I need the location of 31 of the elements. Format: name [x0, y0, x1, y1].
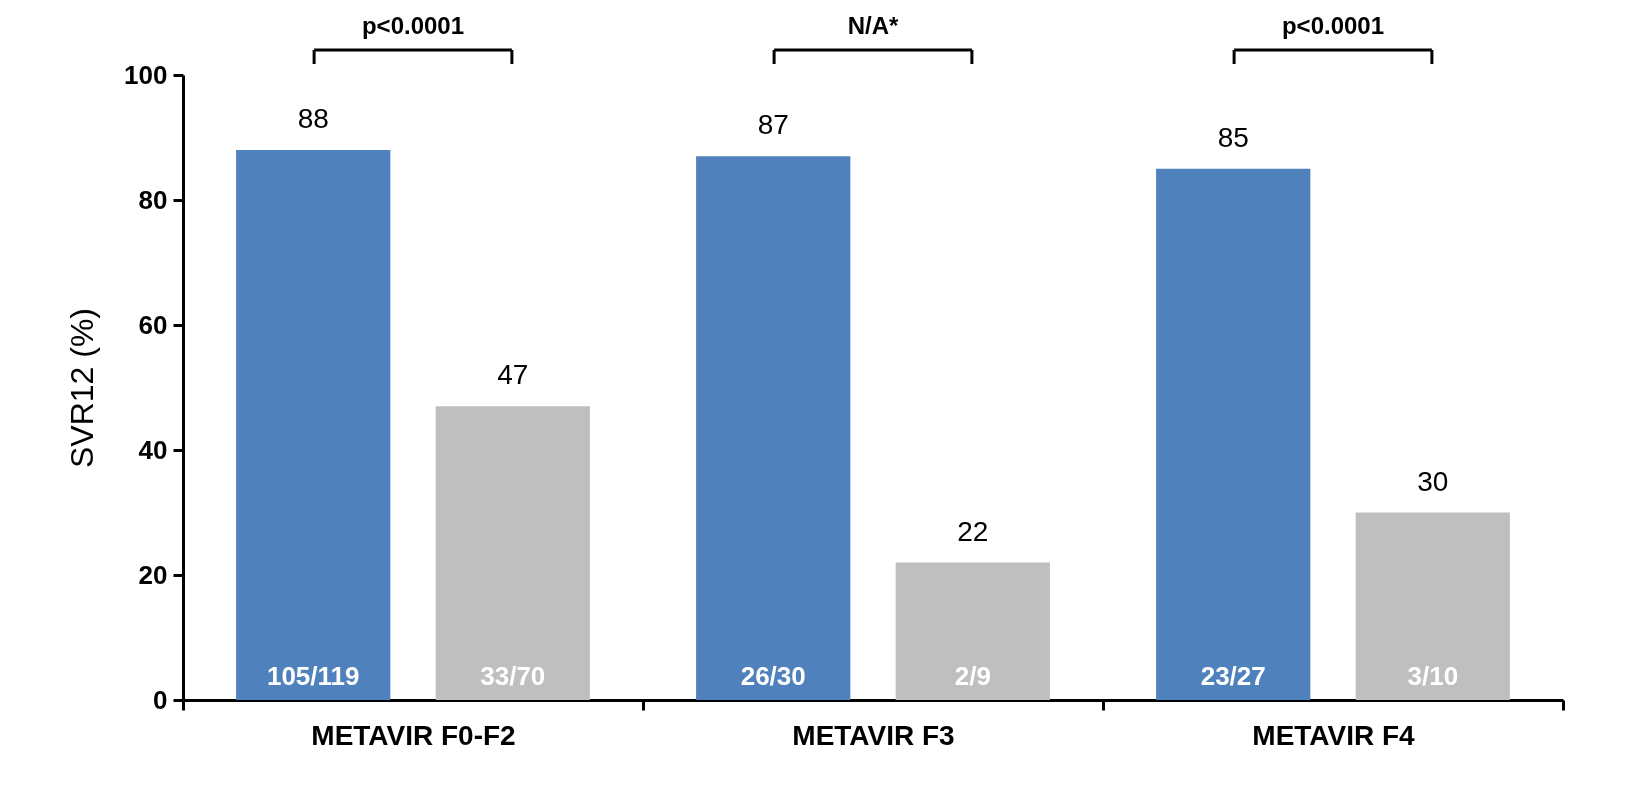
data-label: 30 [1417, 465, 1449, 497]
annotation: 23/27 [1200, 661, 1266, 691]
x-tick-label: METAVIR F0-F2 [311, 719, 516, 751]
x-tick-label: METAVIR F4 [1252, 719, 1416, 751]
bar [696, 156, 851, 700]
y-tick-label: 0 [153, 684, 168, 715]
data-label: 88 [297, 103, 329, 134]
annotation: 26/30 [740, 661, 806, 691]
bar [1156, 168, 1311, 700]
annotation: 105/119 [266, 661, 360, 691]
text: N/A* [847, 12, 899, 39]
y-tick-label: 40 [138, 434, 168, 465]
annotation: 2/9 [954, 661, 991, 691]
y-tick-label: 20 [138, 559, 168, 590]
data-label: 85 [1217, 121, 1249, 153]
data-label: 87 [757, 109, 789, 141]
y-tick-label: 100 [124, 59, 168, 90]
annotation: 3/10 [1407, 661, 1459, 691]
y-tick-label: 60 [138, 309, 168, 340]
y-axis-title: SVR12 (%) [64, 307, 101, 469]
data-label: 22 [957, 515, 989, 547]
bar [895, 562, 1050, 700]
text: p<0.0001 [1281, 12, 1385, 39]
bar [236, 150, 391, 700]
y-tick-label: 80 [138, 184, 168, 215]
annotation: 33/70 [480, 661, 546, 691]
text: p<0.0001 [361, 12, 465, 39]
x-tick-label: METAVIR F3 [792, 719, 955, 751]
data-label: 47 [497, 359, 529, 391]
bar [1355, 512, 1510, 700]
bar [435, 406, 590, 700]
